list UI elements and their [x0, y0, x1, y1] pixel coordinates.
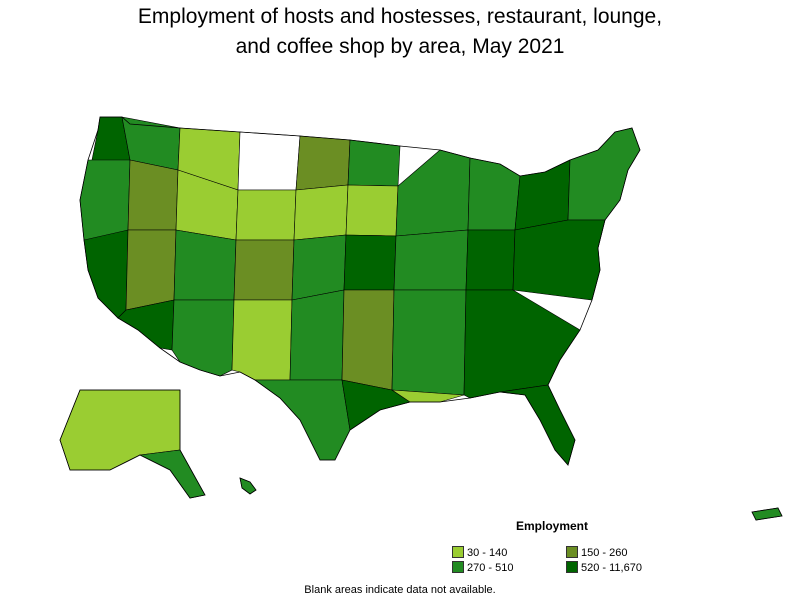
- map-area-region: [514, 159, 571, 231]
- map-area-region: [512, 219, 606, 301]
- legend-label: 30 - 140: [467, 547, 508, 559]
- legend-item-270-510: 270 - 510: [452, 561, 513, 575]
- map-area-region: [235, 189, 297, 241]
- legend-title: Employment: [516, 519, 589, 533]
- legend-item-150-260: 150 - 260: [566, 546, 627, 560]
- map-area-region: [391, 289, 467, 396]
- map-area-region: [343, 234, 397, 291]
- state-borders: [59, 116, 783, 521]
- blank-areas-note: Blank areas indicate data not available.: [304, 584, 496, 596]
- map-area-region: [499, 384, 576, 466]
- puerto-rico-outline: [751, 507, 783, 521]
- map-area-region: [291, 234, 347, 301]
- alaska-outline: [59, 389, 206, 499]
- map-area-region: [233, 239, 295, 301]
- map-area-region: [173, 229, 237, 301]
- legend-label: 150 - 260: [581, 547, 628, 559]
- map-area-region: [295, 135, 351, 191]
- title-line-1: Employment of hosts and hostesses, resta…: [137, 5, 663, 28]
- map-area-region: [237, 131, 301, 191]
- map-area-region: [289, 289, 345, 381]
- map-area-region: [127, 159, 179, 231]
- map-area-region: [567, 127, 641, 221]
- map-area-region: [341, 289, 395, 391]
- legend-item-30-140: 30 - 140: [452, 546, 507, 560]
- map-area-region: [293, 184, 349, 241]
- title-line-2: and coffee shop by area, May 2021: [235, 35, 565, 58]
- hawaii-outline: [239, 477, 257, 495]
- legend-label: 520 - 11,670: [581, 562, 642, 574]
- map-area-region: [231, 299, 293, 381]
- legend-item-520-11670: 520 - 11,670: [566, 561, 642, 575]
- map-area-region: [79, 159, 131, 241]
- map-area-region: [347, 139, 401, 187]
- map-title: Employment of hosts and hostesses, resta…: [0, 2, 800, 62]
- map-regions: [59, 116, 783, 521]
- legend: 30 - 140 150 - 260 270 - 510 520 - 11,67…: [452, 545, 682, 577]
- map-area-region: [467, 157, 521, 231]
- legend-swatch: [566, 561, 578, 573]
- map-area-region: [345, 184, 399, 237]
- map-area-region: [125, 229, 177, 311]
- legend-swatch: [452, 561, 464, 573]
- map-area-region: [463, 289, 581, 399]
- contiguous-us-outline: [79, 116, 641, 466]
- map-area-region: [393, 229, 469, 291]
- map-area-region: [171, 299, 235, 377]
- map-area-region: [395, 149, 471, 237]
- legend-swatch: [566, 546, 578, 558]
- map-area-region: [254, 379, 351, 461]
- legend-label: 270 - 510: [467, 562, 514, 574]
- map-area-region: [465, 229, 516, 291]
- legend-swatch: [452, 546, 464, 558]
- map-area-region: [83, 229, 129, 319]
